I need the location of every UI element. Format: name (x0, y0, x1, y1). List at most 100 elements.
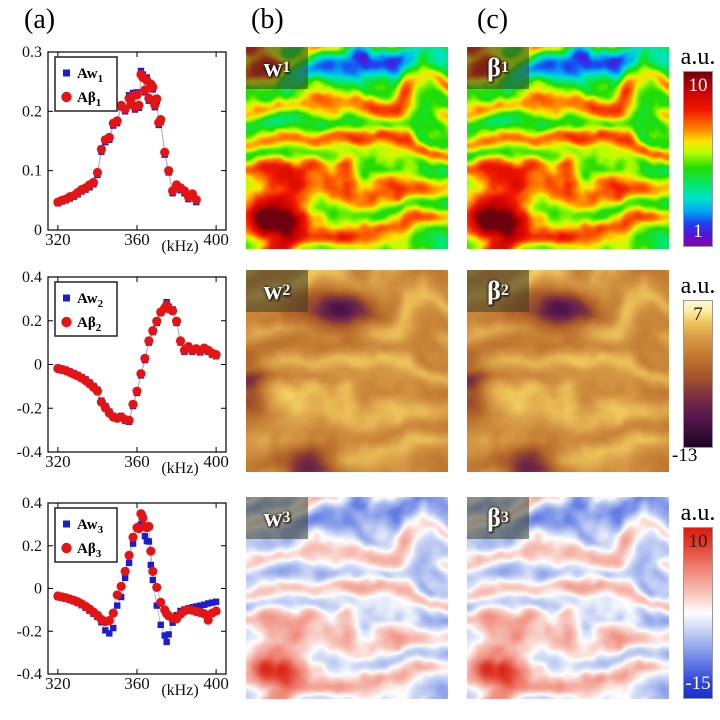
data-point (108, 608, 118, 618)
data-point (171, 316, 182, 326)
data-point (116, 581, 126, 591)
data-point (144, 93, 154, 103)
data-point (110, 624, 117, 632)
y-tick-label: 0 (34, 222, 42, 239)
colorbar-min-label: 1 (693, 221, 703, 242)
legend-marker (61, 542, 72, 554)
x-tick-label: 400 (203, 230, 229, 249)
data-point (201, 601, 208, 608)
colorbar-min-label: -13 (672, 445, 698, 466)
data-point (134, 100, 144, 110)
colorbar-max-label: 7 (693, 304, 703, 325)
data-point (160, 147, 170, 157)
x-axis-unit: (kHz) (161, 682, 198, 699)
data-point (92, 167, 103, 178)
y-tick-label: 0.2 (22, 313, 42, 330)
data-point (128, 399, 138, 409)
data-point (102, 627, 109, 634)
y-tick-label: -0.4 (17, 666, 42, 683)
colorbar-unit-2: a.u. (680, 273, 716, 299)
data-point (132, 90, 142, 100)
y-tick-label: 0.4 (22, 269, 42, 286)
data-point (112, 590, 122, 600)
data-point (191, 195, 201, 205)
data-point (136, 369, 146, 379)
legend-label: Aw1 (77, 66, 103, 85)
y-tick-label: 0 (34, 357, 42, 374)
data-point (197, 602, 204, 609)
data-point (124, 415, 134, 425)
data-point (163, 638, 170, 646)
data-point (146, 546, 156, 556)
x-axis-unit: (kHz) (161, 238, 198, 255)
data-point (140, 85, 150, 95)
map-label-main: w (263, 276, 283, 305)
map-label-main: β (487, 53, 501, 82)
map-label-main: β (487, 503, 501, 532)
series-Aβ (53, 69, 201, 207)
map-label-main: β (487, 276, 501, 305)
data-point (114, 602, 121, 609)
data-point (144, 336, 154, 346)
data-point (205, 600, 212, 607)
data-point (156, 115, 166, 125)
data-point (148, 325, 158, 336)
data-point (120, 566, 130, 577)
data-point (125, 559, 133, 567)
legend-label: Aβ3 (77, 541, 102, 560)
data-point (165, 631, 172, 638)
data-point (208, 599, 216, 606)
data-point (169, 619, 176, 626)
data-point (144, 521, 154, 532)
data-point (104, 132, 114, 143)
colorbar-rainbow: 10 1 (683, 71, 713, 247)
y-tick-label: 0 (34, 581, 42, 598)
legend-marker (61, 91, 72, 103)
data-point (156, 597, 166, 607)
data-point (157, 621, 164, 629)
map-label-main: w (263, 503, 283, 532)
y-tick-label: -0.2 (17, 400, 42, 417)
data-point (152, 94, 162, 104)
colorbar-red-white-blue: 10 -15 (683, 527, 713, 699)
data-point (211, 606, 221, 616)
legend-marker (63, 294, 70, 302)
data-point (145, 538, 153, 545)
legend-label: Aw2 (77, 291, 104, 310)
y-tick-label: 0.3 (22, 44, 42, 61)
x-tick-label: 320 (45, 230, 71, 249)
data-point (121, 574, 129, 582)
x-axis-unit: (kHz) (161, 460, 198, 477)
data-point (203, 615, 213, 625)
data-point (175, 336, 186, 346)
legend-label: Aβ2 (77, 315, 102, 334)
data-point (124, 550, 134, 560)
legend-marker (61, 316, 72, 328)
colorbar-gold: 7 -13 (672, 300, 713, 466)
data-point (164, 166, 174, 176)
data-point (212, 598, 220, 605)
data-point (112, 116, 122, 126)
data-point (129, 540, 137, 547)
data-point (138, 513, 148, 523)
data-point (141, 532, 149, 540)
x-tick-label: 360 (124, 452, 150, 471)
colorbar-max-label: 10 (688, 531, 708, 552)
data-point (106, 630, 113, 637)
legend-label: Aβ1 (77, 90, 101, 109)
x-tick-label: 320 (45, 452, 71, 471)
y-tick-label: 0.2 (22, 103, 42, 120)
data-point (140, 353, 150, 363)
y-tick-label: -0.2 (17, 623, 42, 640)
panel-label-b: (b) (251, 4, 284, 35)
data-point (104, 615, 114, 626)
data-point (132, 386, 142, 396)
